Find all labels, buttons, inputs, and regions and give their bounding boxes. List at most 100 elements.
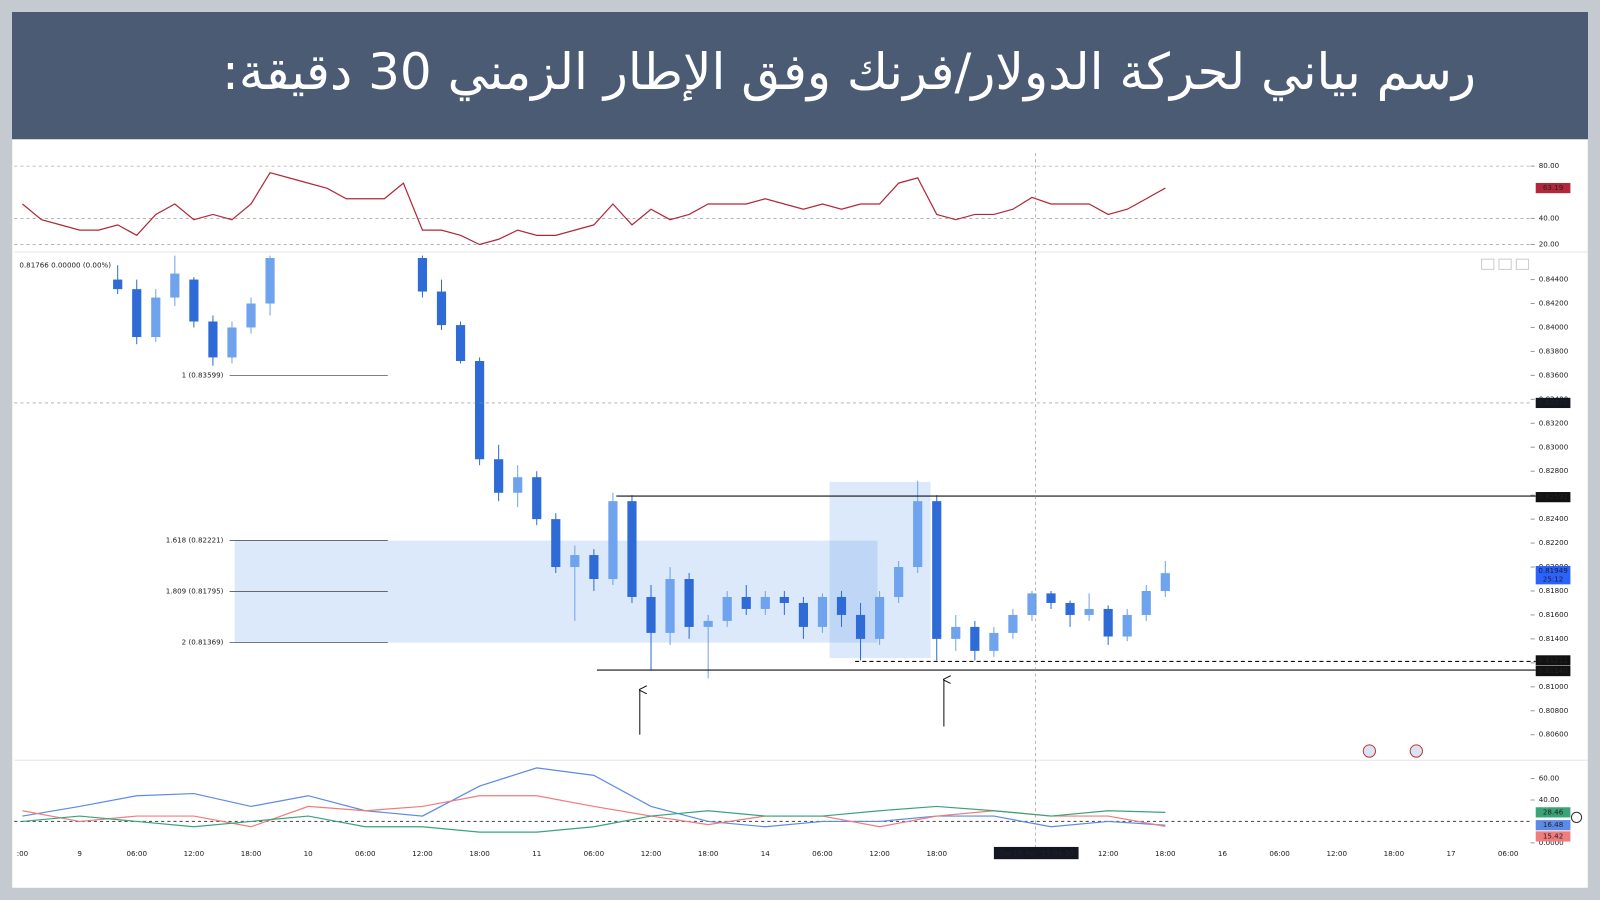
y-tick-label: 40.00: [1539, 795, 1560, 804]
event-flag[interactable]: [1362, 744, 1377, 758]
candle-body: [132, 289, 142, 338]
indicator-line: [22, 795, 1166, 828]
x-tick-label: 18:00: [926, 849, 947, 858]
price-badge: [1535, 831, 1571, 842]
candle-body: [475, 361, 485, 460]
y-tick-label: 20.00: [1539, 239, 1560, 248]
candle-body: [1122, 614, 1132, 637]
candle-body: [798, 602, 808, 627]
price-badge: [1535, 492, 1571, 503]
candle-body: [589, 555, 599, 580]
candle-body: [551, 519, 561, 568]
candle-body: [722, 596, 732, 621]
candle-body: [836, 596, 847, 615]
y-tick-label: 0.84200: [1539, 299, 1569, 308]
y-tick-label: 0.80800: [1539, 706, 1569, 715]
candle-body: [760, 596, 770, 609]
candle-body: [1008, 614, 1018, 633]
indicator-line: [22, 171, 1166, 246]
y-tick-label: 80.00: [1539, 161, 1560, 170]
price-badge-label: 0.82592: [1538, 492, 1567, 501]
candle-body: [570, 555, 580, 568]
y-tick-label: 0.80600: [1539, 730, 1569, 739]
candle-body: [779, 596, 789, 603]
x-tick-label: 9: [77, 849, 82, 858]
candle-body: [417, 258, 428, 292]
y-tick-label: 0.84400: [1539, 275, 1569, 284]
x-tick-label: 12:00: [641, 849, 662, 858]
y-tick-label: 0.82200: [1539, 538, 1569, 547]
x-tick-label: 16: [1218, 849, 1228, 858]
x-tick-label: 06:00: [126, 849, 147, 858]
y-tick-label: 0.83800: [1539, 346, 1569, 355]
y-tick-label: 0.81800: [1539, 586, 1569, 595]
x-tick-label: 06:00: [812, 849, 833, 858]
y-tick-label: 0.81600: [1539, 610, 1569, 619]
price-badge-label: 0.81212: [1538, 655, 1567, 664]
candle-body: [151, 297, 161, 338]
crosshair-time-badge: [993, 846, 1079, 860]
y-tick-label: 0.81000: [1539, 682, 1569, 691]
chat-icon[interactable]: [1570, 811, 1583, 823]
candle-body: [494, 459, 504, 493]
x-tick-label: 11: [532, 849, 541, 858]
scroll-down-button[interactable]: [1498, 258, 1512, 270]
candle-body: [913, 501, 923, 568]
x-tick-label: 17: [1446, 849, 1455, 858]
y-tick-label: 0.81400: [1539, 634, 1569, 643]
candle-body: [189, 279, 199, 322]
countdown-label: 25:12: [1543, 574, 1564, 583]
event-flag[interactable]: [1409, 744, 1423, 758]
x-tick-label: 06:00: [1498, 849, 1519, 858]
candle-body: [1084, 608, 1094, 615]
price-badge-label: 0.81140: [1538, 666, 1568, 675]
candle-body: [1141, 590, 1151, 615]
candle-body: [817, 596, 828, 627]
price-badge-label: 28.46: [1543, 807, 1564, 816]
candle-body: [436, 291, 447, 326]
candle-body: [455, 325, 466, 362]
price-badge: [1535, 182, 1571, 194]
last-price-badge: [1535, 565, 1571, 585]
candle-body: [113, 279, 123, 290]
reset-button[interactable]: [1515, 258, 1530, 270]
candle-body: [932, 501, 942, 639]
candle-body: [989, 632, 999, 651]
x-tick-label: 06:00: [584, 849, 605, 858]
candle-body: [265, 258, 275, 304]
fib-label: 2 (0.81369): [182, 638, 224, 647]
candle-body: [665, 579, 675, 633]
x-tick-label: 12:00: [412, 849, 433, 858]
y-tick-label: 0.0000: [1539, 838, 1564, 847]
x-tick-label: 18:00: [698, 849, 719, 858]
y-tick-label: 0.84000: [1539, 322, 1569, 331]
candle-body: [894, 567, 904, 597]
x-tick-label: 10: [304, 849, 314, 858]
x-tick-label: 12:00: [869, 849, 890, 858]
price-badge-label: 0.83370: [1538, 398, 1568, 407]
candle-body: [227, 327, 237, 358]
x-tick-label: 06:00: [1269, 849, 1290, 858]
fib-label: 1 (0.83599): [182, 371, 224, 380]
candle-body: [513, 477, 523, 493]
candle-body: [1046, 593, 1056, 603]
candle-body: [627, 501, 637, 597]
indicator-line: [22, 805, 1166, 833]
x-tick-label: 06:00: [355, 849, 376, 858]
x-tick-label: 12:00: [1098, 849, 1119, 858]
y-tick-label: 0.83000: [1539, 442, 1569, 451]
title: رسم بياني لحركة الدولار/فرنك وفق الإطار …: [12, 12, 1588, 139]
candle-body: [875, 596, 885, 639]
candle-body: [646, 596, 656, 633]
candle-body: [532, 477, 542, 520]
candles: 1 (0.83599) 1.618 (0.82221) 1.809 (0.81795…: [113, 255, 1170, 679]
x-tick-label: :00: [17, 849, 29, 858]
price-badge-label: 15.42: [1543, 831, 1563, 840]
candle-body: [684, 579, 694, 627]
last-price-label: 0.81949: [1538, 566, 1568, 575]
scroll-up-button[interactable]: [1481, 258, 1495, 270]
crosshair-time: 04:30: [1053, 849, 1074, 858]
candle-body: [170, 273, 180, 298]
fib-label: 1.618 (0.82221): [166, 536, 224, 545]
